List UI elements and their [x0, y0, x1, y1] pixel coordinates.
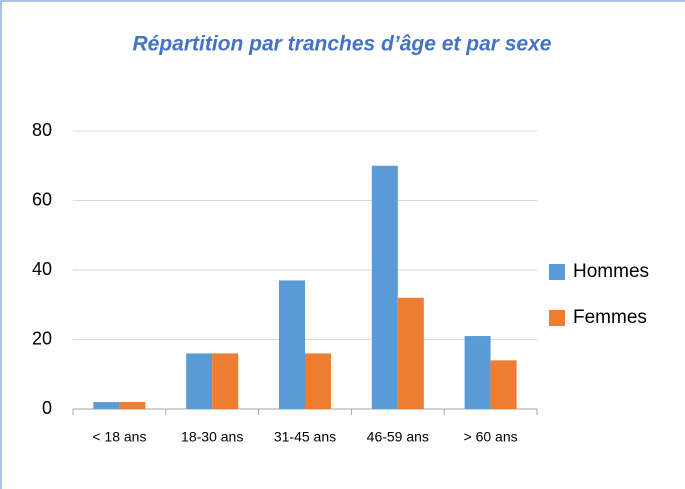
legend-swatch: [549, 264, 565, 280]
x-tick-label: 46-59 ans: [367, 429, 429, 445]
chart-title: Répartition par tranches d’âge et par se…: [133, 33, 552, 56]
x-tick-label: > 60 ans: [464, 429, 518, 445]
bar: [279, 280, 305, 409]
x-tick-label: 18-30 ans: [181, 429, 243, 445]
bar: [186, 353, 213, 409]
bar: [464, 336, 491, 409]
bar: [490, 360, 517, 409]
bar: [119, 402, 146, 409]
y-tick-label: 80: [32, 120, 52, 140]
bar: [371, 165, 398, 409]
x-tick-label: < 18 ans: [92, 429, 146, 445]
y-tick-label: 20: [32, 328, 52, 348]
bar: [305, 353, 331, 409]
legend-label: Femmes: [573, 307, 647, 328]
y-tick-label: 60: [32, 189, 52, 209]
y-tick-label: 40: [32, 259, 52, 279]
x-tick-label: 31-45 ans: [274, 429, 336, 445]
y-tick-label: 0: [42, 398, 52, 418]
bar: [212, 353, 239, 409]
legend-swatch: [549, 310, 565, 326]
bar: [93, 402, 120, 409]
bar: [397, 297, 424, 409]
legend-label: Hommes: [573, 261, 649, 282]
